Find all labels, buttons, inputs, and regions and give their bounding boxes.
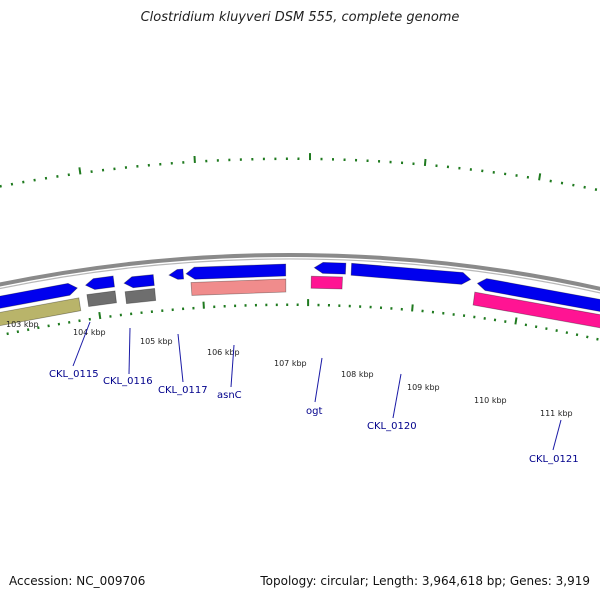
outer-tick-major bbox=[538, 173, 542, 181]
gray-feature bbox=[124, 288, 157, 305]
gene-leader-line bbox=[72, 321, 91, 367]
feature-track bbox=[0, 261, 600, 329]
inner-tick-minor bbox=[555, 329, 558, 332]
inner-tick-minor bbox=[565, 331, 569, 335]
inner-tick-minor bbox=[575, 333, 579, 337]
gene-leader-line bbox=[552, 419, 562, 451]
gene-leader-line bbox=[128, 327, 131, 375]
cds-feature bbox=[313, 261, 347, 275]
map-title: Clostridium kluyveri DSM 555, complete g… bbox=[140, 10, 460, 25]
salmon-feature bbox=[190, 278, 287, 296]
scale-label: 107 kbp bbox=[274, 359, 307, 368]
outer-tick-minor bbox=[594, 188, 598, 191]
outer-tick-marks bbox=[0, 153, 598, 191]
gene-leader-line bbox=[230, 344, 235, 388]
inner-tick-minor bbox=[16, 330, 20, 334]
inner-tick-major bbox=[514, 317, 518, 325]
gene-label[interactable]: CKL_0120 bbox=[367, 421, 417, 432]
outer-tick-major bbox=[78, 167, 82, 175]
gene-label[interactable]: CKL_0116 bbox=[103, 376, 153, 387]
inner-tick-major bbox=[411, 304, 414, 312]
gene-leader-line bbox=[314, 357, 323, 403]
scale-label: 103 kbp bbox=[6, 320, 39, 329]
scale-label: 106 kbp bbox=[207, 348, 240, 357]
scale-label: 110 kbp bbox=[474, 396, 507, 405]
olive-feature bbox=[0, 297, 82, 327]
gene-leader-line bbox=[177, 333, 184, 383]
inner-tick-minor bbox=[6, 332, 9, 336]
accession-text: Accession: NC_009706 bbox=[9, 574, 146, 588]
cds-feature bbox=[123, 274, 155, 289]
cds-feature bbox=[0, 282, 78, 309]
inner-tick-minor bbox=[596, 337, 599, 341]
inner-tick-minor bbox=[586, 335, 589, 339]
scale-label: 108 kbp bbox=[341, 370, 374, 379]
outer-tick-minor bbox=[583, 185, 586, 189]
gene-labels: CKL_0115 CKL_0116 CKL_0117 asnC ogt CKL_0120 C… bbox=[49, 321, 579, 465]
cds-feature bbox=[84, 275, 115, 290]
pink-feature bbox=[310, 275, 343, 290]
outer-tick-minor bbox=[572, 183, 575, 187]
backbone-inner-line bbox=[0, 258, 600, 294]
scale-labels: 103 kbp 104 kbp 105 kbp 106 kbp 107 kbp 108 k… bbox=[6, 320, 573, 418]
gene-leader-line bbox=[392, 373, 402, 419]
outer-tick-minor bbox=[10, 182, 14, 186]
scale-label: 109 kbp bbox=[407, 383, 440, 392]
inner-tick-minor bbox=[534, 325, 538, 329]
gene-label[interactable]: CKL_0115 bbox=[49, 369, 99, 380]
cds-feature bbox=[185, 263, 287, 280]
inner-tick-minor bbox=[37, 326, 40, 330]
scale-label: 105 kbp bbox=[140, 337, 173, 346]
scale-label: 111 kbp bbox=[540, 409, 573, 418]
gene-label[interactable]: CKL_0121 bbox=[529, 454, 579, 465]
cds-feature bbox=[476, 278, 600, 312]
topology-text: Topology: circular; Length: 3,964,618 bp… bbox=[260, 574, 590, 588]
outer-tick-major bbox=[423, 158, 427, 166]
inner-tick-marks bbox=[6, 299, 599, 341]
inner-tick-major bbox=[98, 311, 102, 320]
gene-label[interactable]: CKL_0117 bbox=[158, 385, 208, 396]
gene-label[interactable]: ogt bbox=[306, 406, 322, 417]
cds-feature bbox=[350, 262, 472, 285]
gray-feature bbox=[86, 290, 117, 307]
inner-tick-minor bbox=[26, 328, 30, 332]
pink-feature bbox=[472, 291, 600, 329]
gene-label[interactable]: asnC bbox=[217, 390, 242, 401]
genome-backbone bbox=[0, 252, 600, 294]
scale-label: 104 kbp bbox=[73, 328, 106, 337]
cds-feature bbox=[168, 268, 185, 280]
backbone-line bbox=[0, 252, 600, 291]
